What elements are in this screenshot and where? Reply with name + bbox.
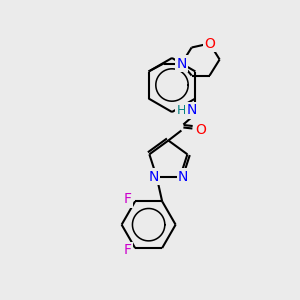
Text: N: N: [186, 103, 197, 118]
Text: N: N: [178, 170, 188, 184]
Text: O: O: [195, 124, 206, 137]
Text: N: N: [176, 56, 187, 70]
Text: O: O: [204, 37, 215, 50]
Text: F: F: [123, 243, 131, 257]
Text: F: F: [123, 192, 131, 206]
Text: H: H: [177, 104, 186, 117]
Text: N: N: [148, 170, 159, 184]
